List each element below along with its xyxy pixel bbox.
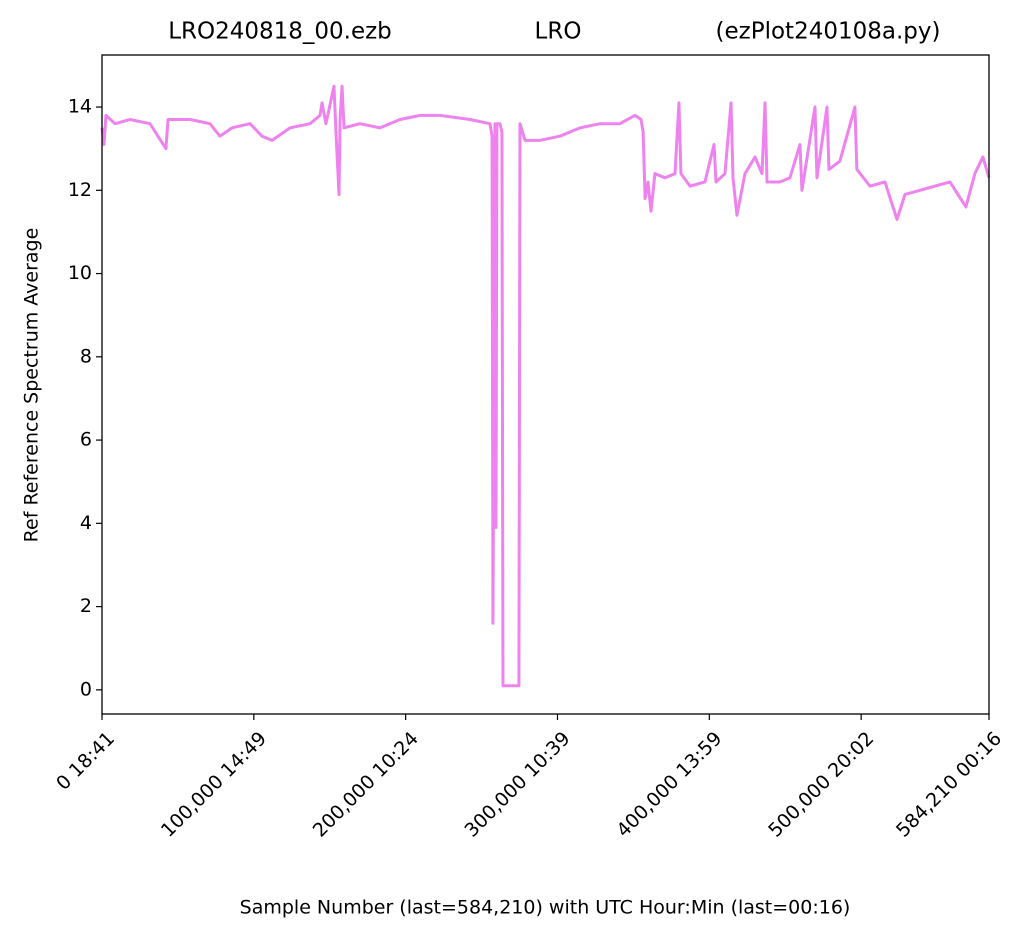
- chart-title-right: (ezPlot240108a.py): [716, 19, 941, 45]
- x-axis-label: Sample Number (last=584,210) with UTC Ho…: [240, 897, 851, 919]
- plot-frame: [101, 54, 990, 715]
- y-tick-label: 6: [80, 429, 92, 451]
- y-tick-label: 0: [80, 678, 92, 700]
- y-tick-label: 14: [68, 96, 92, 118]
- y-tick-label: 10: [68, 262, 92, 284]
- chart-title-left: LRO240818_00.ezb: [168, 19, 392, 45]
- line-series: [100, 84, 991, 688]
- y-tick-label: 12: [68, 179, 92, 201]
- chart-title-center: LRO: [535, 19, 582, 45]
- y-tick-label: 2: [80, 595, 92, 617]
- y-tick-label: 8: [80, 345, 92, 367]
- y-tick-label: 4: [80, 512, 92, 534]
- y-axis-label: Ref Reference Spectrum Average: [21, 228, 43, 543]
